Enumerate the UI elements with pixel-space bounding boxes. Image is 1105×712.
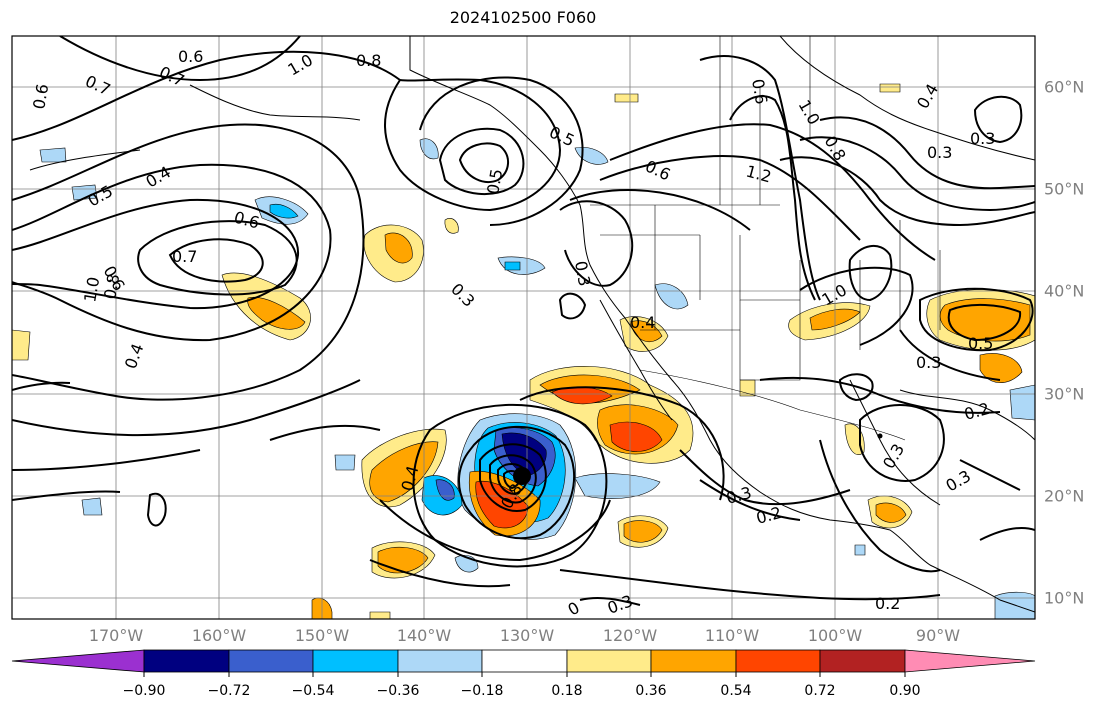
contour-label: 0.6 xyxy=(178,47,203,66)
map-title: 2024102500 F060 xyxy=(449,8,597,27)
colorbar-segment xyxy=(481,649,568,673)
longitude-label: 160°W xyxy=(191,626,247,645)
longitude-label: 170°W xyxy=(88,626,144,645)
longitude-label: 130°W xyxy=(499,626,555,645)
map-frame xyxy=(11,35,1036,620)
colorbar-segment xyxy=(566,649,652,673)
longitude-label: 140°W xyxy=(396,626,452,645)
storm-ring-marker xyxy=(877,433,883,439)
latitude-label: 60°N xyxy=(1044,77,1085,97)
longitude-label: 100°W xyxy=(807,626,863,645)
colorbar-tick-label: −0.90 xyxy=(122,683,166,699)
contour-label: 0.3 xyxy=(927,143,952,162)
longitude-label: 90°W xyxy=(915,626,961,645)
colorbar-segment xyxy=(904,649,1036,673)
contour-label: 0.3 xyxy=(571,259,594,287)
contour-label: 0.3 xyxy=(970,129,995,148)
colorbar-segment xyxy=(819,649,906,673)
shaded-anomaly-field xyxy=(12,83,1035,619)
latitude-label: 20°N xyxy=(1044,486,1085,506)
contour-label: 0.4 xyxy=(630,313,655,332)
colorbar-tick-label: −0.54 xyxy=(291,683,335,699)
colorbar-tick-label: −0.18 xyxy=(460,683,504,699)
contour-label: 0.8 xyxy=(356,51,381,70)
latitude-label: 30°N xyxy=(1044,384,1085,404)
contour-label: 1.0 xyxy=(80,275,103,303)
colorbar-segment xyxy=(11,649,145,673)
contour-label: 0.2 xyxy=(875,594,900,613)
colorbar-segment xyxy=(228,649,314,673)
contour-label: 0.8 xyxy=(100,272,123,300)
colorbar-tick-label: 0.54 xyxy=(720,683,752,699)
contour-label: 0.3 xyxy=(916,353,941,372)
contour-label: 0.6 xyxy=(748,77,771,105)
map-plot: 0.6 0.7 0.6 0.8 1.0 0.7 0.6 0.5 0.4 0.5 … xyxy=(11,35,1036,620)
colorbar-segment xyxy=(143,649,230,673)
coastlines xyxy=(29,36,1035,613)
latitude-label: 10°N xyxy=(1044,588,1085,608)
contour-label: 0.5 xyxy=(968,334,993,353)
storm-center-marker xyxy=(513,467,531,485)
longitude-label: 110°W xyxy=(704,626,760,645)
longitude-label: 150°W xyxy=(294,626,350,645)
colorbar-tick-label: 0.72 xyxy=(804,683,836,699)
colorbar-tick-label: −0.72 xyxy=(207,683,251,699)
latitude-label: 50°N xyxy=(1044,179,1085,199)
colorbar-segment xyxy=(312,649,399,673)
longitude-label: 120°W xyxy=(602,626,658,645)
state-borders xyxy=(590,36,941,441)
colorbar-tick-label: 0.18 xyxy=(551,683,583,699)
colorbar-tick-label: 0.36 xyxy=(635,683,667,699)
contour-label: 0.6 xyxy=(29,82,52,110)
latitude-label: 40°N xyxy=(1044,281,1085,301)
colorbar-tick-label: −0.36 xyxy=(376,683,420,699)
colorbar-segment xyxy=(650,649,737,673)
colorbar xyxy=(11,649,1036,677)
contour-lines xyxy=(12,36,1035,606)
contour-label: 0.7 xyxy=(172,247,197,266)
colorbar-tick-label: 0.90 xyxy=(889,683,921,699)
colorbar-segment xyxy=(397,649,483,673)
graticule xyxy=(12,36,1035,619)
contour-label: 0.5 xyxy=(483,167,506,195)
colorbar-segment xyxy=(735,649,821,673)
